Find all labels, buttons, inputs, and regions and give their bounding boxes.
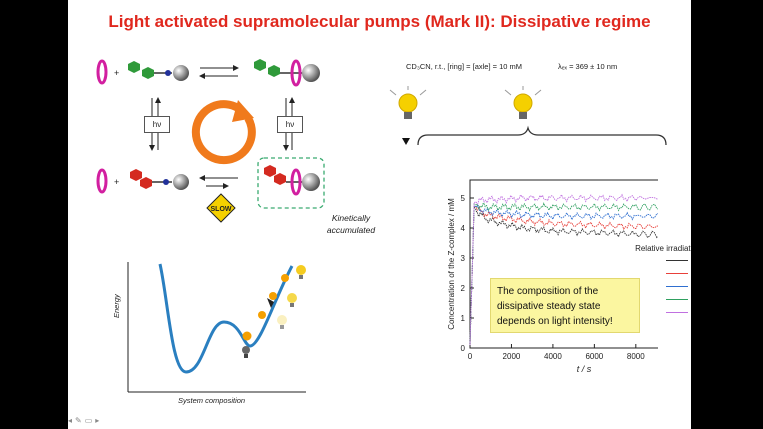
series-line-10 (469, 204, 658, 346)
light-on-brace (417, 125, 667, 146)
y-tick-label: 1 (461, 314, 466, 323)
series-line-0 (469, 205, 658, 346)
bulb-bright-icon (296, 265, 306, 279)
bulb-mid-icon (287, 293, 297, 307)
bulb-pale-icon (277, 315, 287, 329)
legend-swatch (666, 260, 688, 261)
pointer-arrow (267, 298, 274, 308)
x-tick-label: 8000 (627, 352, 645, 361)
conditions-right: λₑₓ = 369 ± 10 nm (558, 62, 618, 71)
kinetic-label: Kinetically accumulated (316, 212, 386, 236)
slide-title: Light activated supramolecular pumps (Ma… (108, 12, 651, 31)
slide: Light activated supramolecular pumps (Ma… (68, 0, 691, 429)
legend-swatch (666, 273, 688, 274)
slide-toolbar: ◂✎▭▸ (68, 416, 102, 425)
series-line-20 (469, 202, 658, 346)
energy-axis-label: Energy (112, 294, 121, 318)
lightbulb-on-icon (504, 86, 542, 119)
cycle-arrow-icon (191, 100, 256, 165)
series-line-5 (469, 204, 658, 346)
state-dot (258, 311, 266, 319)
y-tick-label: 5 (461, 194, 466, 203)
ring-icon-bottom (96, 168, 108, 194)
state-dot (281, 274, 289, 282)
composition-axis-label: System composition (178, 396, 246, 405)
state-dot (269, 292, 277, 300)
x-axis-label: t / s (577, 364, 592, 374)
red-complex-icon (264, 165, 320, 196)
slow-label: SLOW (211, 206, 232, 213)
plus-sign: + (114, 68, 119, 78)
kinetic-box (257, 157, 325, 209)
state-dot (242, 331, 252, 341)
callout-box: The composition of the dissipative stead… (490, 278, 640, 333)
hv-label-right: hν (277, 116, 303, 133)
bulb-off-icon (242, 346, 250, 358)
legend-entry-20: 20 (666, 293, 691, 306)
plot-frame (469, 179, 658, 349)
x-tick-label: 6000 (585, 352, 603, 361)
green-axle-icon (128, 61, 189, 81)
legend-entry-40: 40 (666, 306, 691, 319)
legend-entry-0: 0 (666, 254, 691, 267)
kinetic-line1: Kinetically (331, 213, 371, 223)
y-tick-label: 0 (461, 344, 466, 353)
slow-sign-icon (206, 193, 236, 223)
y-tick-label: 4 (461, 224, 466, 233)
plus-sign-bottom: + (114, 177, 119, 187)
energy-curve (158, 263, 294, 374)
red-axle-icon (130, 169, 189, 190)
series-line-40 (469, 193, 658, 346)
kinetic-line2: accumulated (326, 225, 376, 235)
ring-icon (96, 59, 108, 85)
chart-legend: Relative irradiation intensity 05102040 (634, 244, 691, 319)
y-tick-label: 2 (461, 284, 466, 293)
legend-entry-5: 5 (666, 267, 691, 280)
next-icon[interactable]: ▸ (95, 416, 103, 425)
x-tick-label: 0 (468, 352, 473, 361)
energy-landscape (127, 262, 306, 393)
x-tick-label: 2000 (503, 352, 521, 361)
green-complex-icon (254, 59, 320, 87)
hv-label-left: hν (144, 116, 170, 133)
legend-swatch (666, 286, 688, 287)
legend-title: Relative irradiation intensity (635, 244, 691, 253)
pen-icon[interactable]: ✎ (75, 416, 85, 425)
legend-entry-10: 10 (666, 280, 691, 293)
legend-swatch (666, 312, 688, 313)
z-complex-chart: 0200040006000800010000012345t / sConcent… (447, 179, 658, 374)
y-axis-label: Concentration of the Z-complex / mM (447, 198, 456, 330)
light-off-marker (402, 138, 410, 145)
x-tick-label: 4000 (544, 352, 562, 361)
slides-icon[interactable]: ▭ (84, 416, 96, 425)
y-tick-label: 3 (461, 254, 466, 263)
conditions-left: CD₃CN, r.t., [ring] = [axle] = 10 mM (406, 62, 523, 71)
previous-icon[interactable]: ◂ (68, 416, 76, 425)
lightbulb-off-icon (389, 86, 427, 119)
legend-swatch (666, 299, 688, 300)
